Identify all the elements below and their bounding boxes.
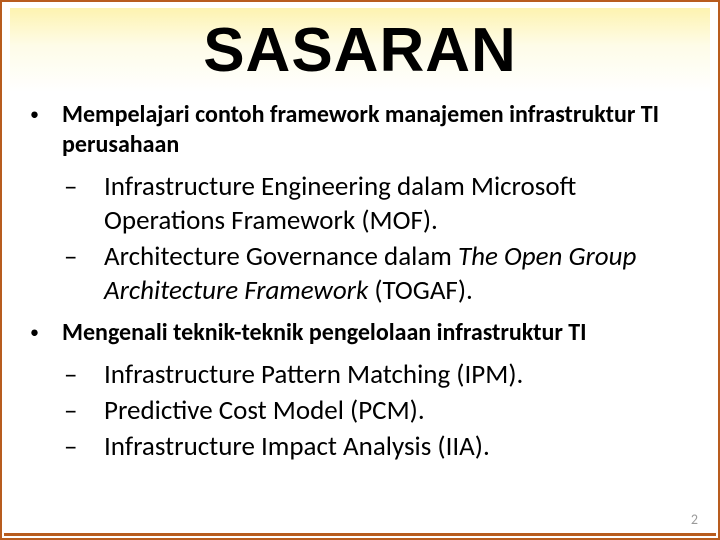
bottom-border <box>4 533 716 536</box>
sub-text: Predictive Cost Model (PCM). <box>104 394 425 428</box>
sub-text-prefix: Architecture Governance dalam <box>104 240 458 273</box>
sub-text-suffix: (TOGAF). <box>368 274 473 307</box>
sub-text: Infrastructure Pattern Matching (IPM). <box>104 358 523 392</box>
bullet-marker: • <box>26 100 62 128</box>
bullet-text: Mempelajari contoh framework manajemen i… <box>62 100 694 160</box>
sub-marker: – <box>64 240 104 274</box>
bullet-text: Mengenali teknik-teknik pengelolaan infr… <box>62 318 587 348</box>
sub-marker: – <box>64 170 104 204</box>
slide-content: • Mempelajari contoh framework manajemen… <box>2 92 718 464</box>
sub-marker: – <box>64 394 104 428</box>
slide: SASARAN • Mempelajari contoh framework m… <box>0 0 720 540</box>
sub-marker: – <box>64 430 104 464</box>
slide-title: SASARAN <box>203 15 517 86</box>
page-number: 2 <box>691 511 698 528</box>
sub-item: – Infrastructure Pattern Matching (IPM). <box>64 358 694 392</box>
bullet-item: • Mempelajari contoh framework manajemen… <box>26 100 694 160</box>
sub-item: – Predictive Cost Model (PCM). <box>64 394 694 428</box>
sub-marker: – <box>64 358 104 392</box>
bullet-marker: • <box>26 318 62 346</box>
bullet-item: • Mengenali teknik-teknik pengelolaan in… <box>26 318 694 348</box>
sub-text: Architecture Governance dalam The Open G… <box>104 240 694 308</box>
title-band: SASARAN <box>10 8 710 92</box>
sub-list: – Infrastructure Engineering dalam Micro… <box>26 170 694 308</box>
sub-list: – Infrastructure Pattern Matching (IPM).… <box>26 358 694 464</box>
sub-item: – Infrastructure Impact Analysis (IIA). <box>64 430 694 464</box>
sub-item: – Architecture Governance dalam The Open… <box>64 240 694 308</box>
sub-text: Infrastructure Impact Analysis (IIA). <box>104 430 490 464</box>
sub-item: – Infrastructure Engineering dalam Micro… <box>64 170 694 238</box>
sub-text: Infrastructure Engineering dalam Microso… <box>104 170 694 238</box>
